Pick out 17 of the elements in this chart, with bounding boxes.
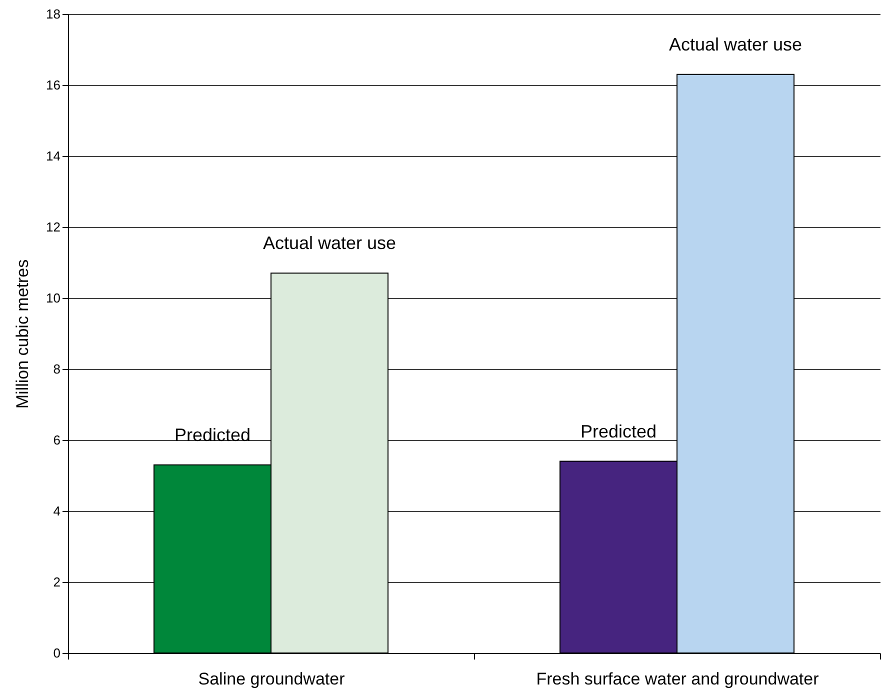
text: Predicted bbox=[580, 421, 657, 442]
series-label: Actual water use bbox=[668, 34, 802, 54]
text: Actual water use bbox=[262, 233, 396, 254]
y-tick-label: 0 bbox=[53, 646, 60, 660]
y-tick-label: 12 bbox=[46, 220, 60, 234]
y-tick-label: 4 bbox=[53, 504, 60, 518]
series-label: Predicted bbox=[174, 424, 251, 445]
y-tick-label: 14 bbox=[46, 148, 60, 164]
y-tick-label: 16 bbox=[46, 78, 60, 92]
y-tick-label: 2 bbox=[53, 574, 60, 590]
x-tick-label: Saline groundwater bbox=[198, 670, 346, 688]
y-axis-title: Million cubic metres bbox=[13, 259, 32, 409]
y-tick-label: 10 bbox=[46, 290, 60, 306]
y-tick-label: 18 bbox=[46, 6, 60, 22]
y-tick-label: 6 bbox=[53, 432, 60, 448]
y-tick-label: 8 bbox=[53, 362, 60, 376]
x-tick-label: Fresh surface water and groundwater bbox=[536, 670, 820, 688]
